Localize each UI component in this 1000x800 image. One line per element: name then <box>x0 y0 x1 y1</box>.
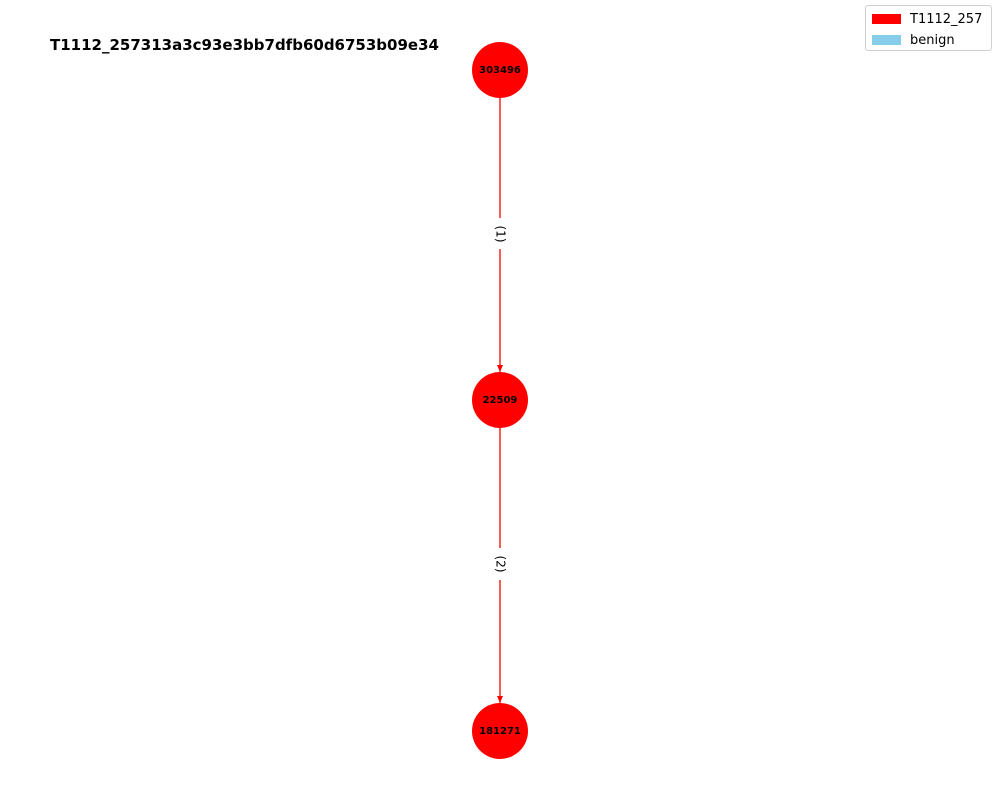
edge-label: (2) <box>494 556 508 573</box>
legend-item: T1112_257 <box>872 10 982 28</box>
legend-swatch <box>872 14 901 24</box>
node-circle <box>472 703 528 759</box>
graph-title: T1112_257313a3c93e3bb7dfb60d6753b09e34 <box>50 36 439 54</box>
node-circle <box>472 372 528 428</box>
node-circle <box>472 42 528 98</box>
node-label: 303496 <box>479 65 521 76</box>
legend-item: benign <box>872 31 955 49</box>
legend-label: benign <box>910 32 955 48</box>
node-label: 22509 <box>483 395 518 406</box>
graph-node: 22509 <box>472 372 528 428</box>
node-label: 181271 <box>479 726 521 737</box>
legend-swatch <box>872 35 901 45</box>
legend-label: T1112_257 <box>910 11 983 27</box>
legend: T1112_257 benign <box>865 5 992 51</box>
graph-node: 181271 <box>472 703 528 759</box>
edge-label: (1) <box>494 226 508 243</box>
graph-node: 303496 <box>472 42 528 98</box>
